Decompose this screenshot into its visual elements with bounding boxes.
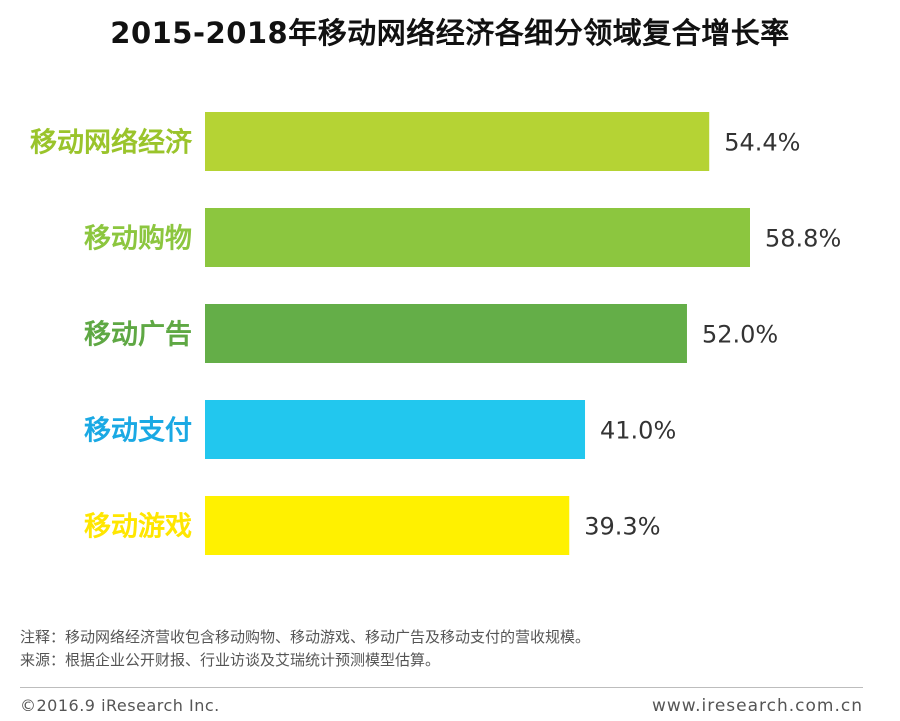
value-label-4: 41.0%: [600, 417, 676, 445]
bar-4: [205, 400, 586, 459]
value-label-2: 58.8%: [765, 225, 841, 253]
footer-divider: [20, 687, 863, 688]
bar-3: [205, 304, 687, 363]
bar-2: [205, 208, 750, 267]
value-label-1: 54.4%: [724, 129, 800, 157]
category-label-3: 移动广告: [84, 320, 192, 351]
note-text: 注释：移动网络经济营收包含移动购物、移动游戏、移动广告及移动支付的营收规模。: [20, 628, 591, 646]
category-label-2: 移动购物: [84, 224, 192, 255]
chart-title: 2015-2018年移动网络经济各细分领域复合增长率: [110, 16, 790, 50]
copyright-text: ©2016.9 iResearch Inc.: [20, 696, 220, 715]
bar-chart: 移动网络经济 54.4% 移动购物 58.8% 移动广告 52.0% 移动支付 41.0% 移动…: [30, 112, 841, 555]
value-label-5: 39.3%: [584, 513, 660, 541]
bar-5: [205, 496, 570, 555]
value-label-3: 52.0%: [702, 321, 778, 349]
category-label-5: 移动游戏: [84, 512, 192, 543]
category-label-4: 移动支付: [84, 416, 192, 447]
source-text: 来源：根据企业公开财报、行业访谈及艾瑞统计预测模型估算。: [20, 651, 441, 669]
bar-1: [205, 112, 710, 171]
website-link[interactable]: www.iresearch.com.cn: [651, 696, 863, 716]
category-label-1: 移动网络经济: [30, 127, 193, 159]
notes-block: 注释：移动网络经济营收包含移动购物、移动游戏、移动广告及移动支付的营收规模。 来…: [20, 626, 590, 672]
